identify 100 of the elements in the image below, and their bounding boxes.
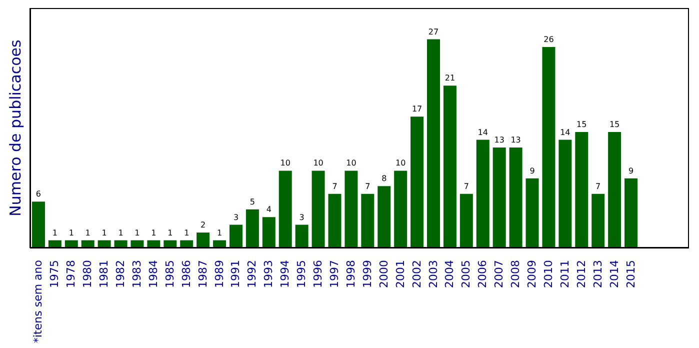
x-tick-label: 1983 (130, 260, 144, 288)
x-tick-label: 2000 (377, 260, 390, 288)
x-tick-label: 2006 (476, 260, 490, 288)
bar (427, 39, 440, 248)
x-tick-label: 2007 (492, 260, 506, 288)
data-label: 1 (134, 228, 140, 238)
x-tick-label: 2001 (394, 260, 407, 288)
data-label: 10 (346, 158, 356, 168)
data-label: 15 (609, 120, 620, 130)
bar (476, 140, 490, 248)
data-label: 3 (299, 212, 304, 222)
bar (344, 170, 358, 248)
x-tick-label: 1981 (98, 260, 111, 288)
x-tick-label: *itens sem ano (32, 260, 45, 343)
bar (295, 224, 308, 248)
data-label: 10 (395, 158, 406, 168)
bar (509, 148, 522, 248)
bar (558, 140, 572, 248)
bar (443, 86, 456, 248)
data-label: 1 (118, 228, 124, 238)
data-label: 9 (530, 166, 535, 176)
bar (196, 232, 210, 248)
data-label: 5 (250, 197, 255, 206)
data-label: 6 (36, 190, 42, 199)
data-label: 7 (596, 182, 601, 191)
x-tick-label: 1985 (163, 260, 176, 288)
x-tick-label: 2005 (460, 260, 473, 288)
x-tick-label: 1993 (262, 260, 276, 288)
x-tick-label: 2010 (542, 260, 555, 288)
bar (229, 224, 242, 248)
x-tick-label: 1980 (81, 260, 94, 288)
bar (492, 148, 506, 248)
x-tick-label: 1997 (328, 260, 341, 288)
bar (32, 202, 45, 248)
x-tick-label: 1986 (180, 260, 193, 288)
bar (312, 170, 325, 248)
x-tick-label: 1994 (278, 260, 292, 288)
x-tick-label: 1984 (146, 260, 160, 288)
data-label: 8 (382, 174, 387, 184)
data-label: 14 (560, 128, 570, 137)
x-tick-label: 1975 (48, 260, 62, 288)
bar (542, 47, 556, 248)
x-tick-label: 1989 (212, 260, 226, 288)
bar (592, 194, 605, 248)
x-tick-label: 1995 (295, 260, 308, 288)
data-label: 1 (85, 228, 90, 238)
x-tick-label: 1992 (246, 260, 259, 288)
x-tick-label: 2002 (410, 260, 424, 288)
x-tick-label: 2004 (443, 260, 456, 288)
data-label: 1 (52, 228, 58, 238)
x-tick-label: 1998 (344, 260, 358, 288)
x-tick-label: 2013 (591, 260, 604, 288)
x-tick-label: 1996 (312, 260, 325, 288)
data-label: 1 (184, 228, 190, 238)
data-label: 13 (494, 136, 504, 145)
bar (624, 178, 638, 248)
x-tick-label: 1978 (64, 260, 78, 288)
x-tick-label: 1991 (229, 260, 242, 288)
bar (378, 186, 391, 248)
data-label: 7 (365, 182, 370, 191)
data-label: 1 (68, 228, 74, 238)
data-label: 27 (428, 27, 439, 36)
data-label: 2 (200, 220, 206, 230)
bar (410, 116, 424, 248)
data-label: 9 (628, 166, 634, 176)
data-label: 4 (266, 205, 272, 214)
x-tick-label: 1987 (196, 260, 210, 288)
bar (608, 132, 622, 248)
data-label: 7 (332, 182, 338, 191)
bar (278, 170, 292, 248)
data-label: 7 (464, 182, 469, 191)
data-label: 17 (412, 104, 422, 114)
x-tick-label: 2015 (624, 260, 638, 288)
bar (246, 209, 259, 248)
bar (460, 194, 473, 248)
data-label: 13 (510, 136, 521, 145)
x-tick-label: 2011 (558, 260, 572, 288)
x-tick-label: 1999 (360, 260, 374, 288)
data-label: 26 (544, 35, 554, 44)
data-label: 1 (216, 228, 222, 238)
x-tick-label: 1982 (114, 260, 128, 288)
data-label: 1 (168, 228, 173, 238)
x-tick-label: 2012 (574, 260, 588, 288)
data-label: 3 (233, 212, 239, 222)
bar (526, 178, 539, 248)
x-tick-label: 2009 (526, 260, 539, 288)
bar (394, 170, 408, 248)
bar (575, 132, 588, 248)
data-label: 14 (478, 128, 488, 137)
x-tick-label: 2003 (426, 260, 440, 288)
x-tick-label: 2014 (608, 260, 621, 288)
data-label: 1 (151, 228, 156, 238)
y-axis-title: Numero de publicacoes (6, 39, 24, 216)
bar (361, 194, 374, 248)
data-label: 10 (280, 158, 290, 168)
x-tick-label: 2008 (509, 260, 522, 288)
data-label: 10 (313, 158, 324, 168)
data-label: 1 (102, 228, 107, 238)
bar (328, 194, 342, 248)
data-label: 21 (444, 74, 456, 83)
